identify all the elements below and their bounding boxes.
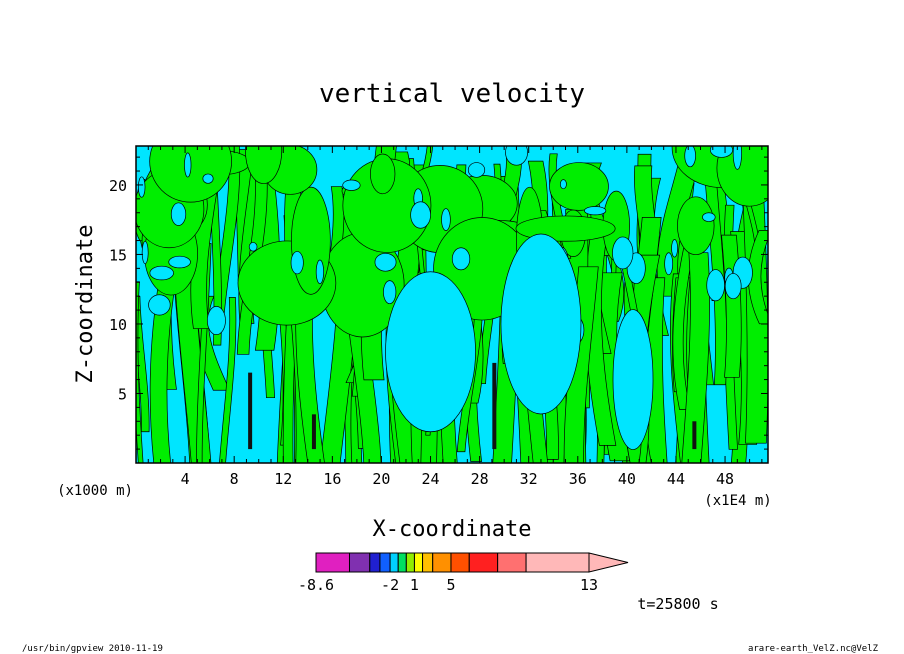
negative-region — [149, 265, 174, 281]
positive-region — [677, 196, 715, 256]
positive-region — [370, 153, 396, 195]
colorbar-box — [369, 552, 381, 573]
negative-region — [467, 162, 486, 178]
plot-frame — [135, 145, 769, 464]
x-tick-label: 32 — [520, 470, 538, 488]
positive-region — [136, 281, 144, 463]
colorbar-box — [497, 552, 527, 573]
positive-region — [245, 146, 283, 184]
colorbar-box — [348, 552, 371, 573]
colorbar-box — [389, 552, 399, 573]
colorbar-box — [397, 552, 407, 573]
colorbar-tick-label: -2 — [381, 576, 399, 594]
negative-region — [702, 212, 716, 222]
plot-area — [136, 146, 768, 463]
positive-region — [149, 269, 178, 463]
footer-left: /usr/bin/gpview 2010-11-19 — [22, 644, 163, 654]
x-tick-label: 16 — [323, 470, 341, 488]
colorbar-box — [315, 552, 350, 573]
colorbar-tick-label: 1 — [410, 576, 419, 594]
negative-region — [709, 146, 734, 158]
colorbar-box — [432, 552, 452, 573]
positive-region — [291, 186, 331, 295]
positive-region — [716, 146, 768, 207]
x-tick-label: 12 — [274, 470, 292, 488]
positive-region — [549, 162, 609, 211]
negative-region — [374, 252, 397, 272]
negative-region — [664, 252, 674, 276]
negative-region — [168, 255, 191, 269]
negative-region — [170, 202, 187, 226]
negative-region — [148, 294, 171, 316]
colorbar-box — [379, 552, 391, 573]
negative-region — [451, 247, 471, 271]
strong-updraft-core — [248, 372, 253, 450]
negative-region — [505, 146, 528, 166]
colorbar: -8.6 -2 1 5 13 — [298, 552, 629, 594]
colorbar-box — [468, 552, 499, 573]
colorbar-box — [525, 552, 590, 573]
colorbar-tick-label: -8.6 — [298, 576, 334, 594]
strong-updraft-core — [692, 421, 697, 450]
negative-region — [342, 179, 361, 191]
colorbar-tick-label: 5 — [446, 576, 455, 594]
colorbar-box — [405, 552, 415, 573]
colorbar-box — [422, 552, 434, 573]
negative-region — [206, 306, 226, 335]
positive-region — [149, 146, 232, 203]
negative-region — [410, 201, 431, 229]
negative-region — [684, 146, 696, 168]
negative-region — [559, 179, 567, 190]
negative-region — [732, 146, 742, 170]
negative-region — [500, 233, 582, 415]
negative-region — [141, 240, 149, 265]
y-tick-label: 10 — [109, 316, 127, 334]
negative-region — [184, 152, 192, 178]
negative-region — [383, 280, 397, 305]
x-tick-label: 4 — [181, 470, 190, 488]
negative-region — [248, 242, 258, 252]
colorbar-box — [413, 552, 424, 573]
negative-region — [385, 271, 476, 433]
negative-region — [724, 273, 742, 300]
x-axis-label: X-coordinate — [373, 517, 532, 542]
positive-region — [136, 296, 150, 433]
negative-region — [202, 173, 214, 184]
x-tick-label: 20 — [372, 470, 390, 488]
x-unit-left: (x1000 m) — [57, 483, 133, 499]
footer-right: arare-earth_VelZ.nc@VelZ — [748, 644, 879, 654]
y-tick-label: 15 — [109, 246, 127, 264]
negative-region — [612, 236, 634, 270]
x-tick-label: 28 — [471, 470, 489, 488]
negative-region — [584, 206, 607, 216]
negative-region — [441, 208, 451, 231]
negative-region — [706, 269, 725, 302]
colorbar-extension — [588, 552, 629, 573]
positive-region — [681, 252, 710, 463]
x-tick-label: 36 — [569, 470, 587, 488]
x-tick-label: 48 — [716, 470, 734, 488]
x-unit-right: (x1E4 m) — [704, 493, 771, 509]
x-tick-label: 40 — [618, 470, 636, 488]
chart-title: vertical velocity — [319, 79, 585, 109]
time-label: t=25800 s — [637, 595, 718, 613]
negative-region — [137, 176, 146, 198]
strong-updraft-core — [311, 414, 316, 450]
negative-region — [671, 239, 678, 258]
x-tick-label: 24 — [421, 470, 439, 488]
y-tick-label: 20 — [109, 177, 127, 195]
colorbar-tick-label: 13 — [580, 576, 598, 594]
x-tick-label: 8 — [230, 470, 239, 488]
negative-region — [612, 309, 654, 450]
x-tick-label: 44 — [667, 470, 685, 488]
y-tick-label: 5 — [118, 385, 127, 403]
positive-region — [219, 297, 237, 463]
negative-region — [290, 251, 304, 275]
colorbar-box — [450, 552, 470, 573]
strong-updraft-core — [492, 362, 497, 450]
negative-region — [315, 259, 324, 285]
y-axis-label: Z-coordinate — [73, 225, 98, 384]
